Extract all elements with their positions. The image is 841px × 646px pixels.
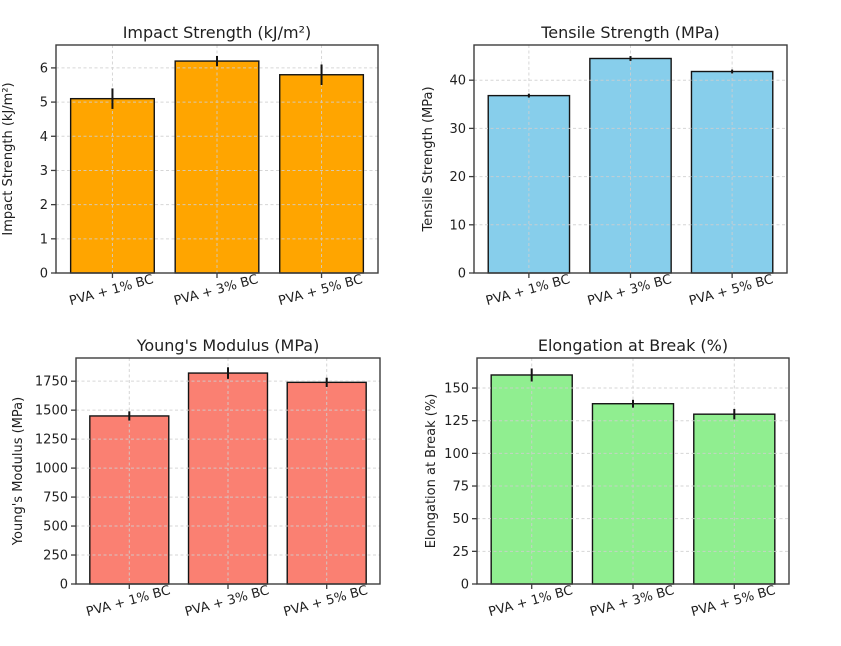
bars-group <box>490 374 776 585</box>
x-tick-label: PVA + 1% BC <box>484 272 571 309</box>
y-tick-label: 750 <box>43 491 68 506</box>
y-tick-label: 4 <box>40 130 48 145</box>
y-tick-label: 500 <box>43 520 68 535</box>
gridlines <box>56 45 378 273</box>
x-tick-label: PVA + 5% BC <box>690 583 777 620</box>
x-axis: PVA + 1% BC PVA + 3% BC PVA + 5% BC <box>68 272 365 309</box>
chart-title: Tensile Strength (MPa) <box>540 23 720 42</box>
x-tick-label: PVA + 5% BC <box>277 272 364 309</box>
y-tick-label: 0 <box>461 578 469 593</box>
y-axis-label: Elongation at Break (%) <box>424 394 439 549</box>
y-tick-label: 1 <box>40 232 48 247</box>
x-axis: PVA + 1% BC PVA + 3% BC PVA + 5% BC <box>484 272 775 309</box>
y-tick-label: 250 <box>43 549 68 564</box>
x-tick-label: PVA + 3% BC <box>183 583 270 620</box>
chart-elongation-at-break: 0 25 50 75 100 125 150 PVA + 1% BC PVA + 3% BC PV… <box>420 323 841 646</box>
y-axis: 0 250 500 750 1000 1250 1500 1750 <box>35 375 76 593</box>
error-bars-group <box>527 56 734 98</box>
y-tick-label: 0 <box>60 578 68 593</box>
chart-title: Elongation at Break (%) <box>538 336 728 355</box>
y-tick-label: 75 <box>452 480 469 495</box>
y-tick-label: 1000 <box>35 462 68 477</box>
chart-impact-strength: 0 1 2 3 4 5 6 PVA + 1% BC PVA + 3% BC PVA + 5% BC… <box>0 0 421 323</box>
gridlines <box>474 45 787 273</box>
x-tick-label: PVA + 5% BC <box>282 583 369 620</box>
y-axis: 0 10 20 30 40 <box>449 74 474 282</box>
y-tick-label: 1750 <box>35 375 68 390</box>
chart-title: Impact Strength (kJ/m²) <box>123 23 312 42</box>
x-tick-label: PVA + 3% BC <box>172 272 259 309</box>
y-tick-label: 1250 <box>35 433 68 448</box>
y-tick-label: 125 <box>444 414 469 429</box>
chart-youngs-modulus: 0 250 500 750 1000 1250 1500 1750 PVA + 1% BC PVA… <box>0 323 421 646</box>
x-tick-label: PVA + 3% BC <box>588 583 675 620</box>
y-axis: 0 1 2 3 4 5 6 <box>40 61 56 282</box>
y-tick-label: 40 <box>449 74 466 89</box>
y-tick-label: 6 <box>40 61 48 76</box>
y-tick-label: 1500 <box>35 404 68 419</box>
impact-strength-svg: 0 1 2 3 4 5 6 PVA + 1% BC PVA + 3% BC PVA + 5% BC… <box>1 23 379 309</box>
y-tick-label: 10 <box>449 218 466 233</box>
y-tick-label: 100 <box>444 447 469 462</box>
y-tick-label: 50 <box>452 512 469 527</box>
y-tick-label: 5 <box>40 96 48 111</box>
y-tick-label: 20 <box>449 170 466 185</box>
error-bars-group <box>128 367 328 421</box>
error-bars-group <box>111 55 323 109</box>
y-axis: 0 25 50 75 100 125 150 <box>444 382 477 593</box>
error-bars-group <box>530 368 736 420</box>
gridlines <box>477 358 789 584</box>
x-tick-label: PVA + 3% BC <box>586 272 673 309</box>
y-axis-label: Impact Strength (kJ/m²) <box>1 82 16 235</box>
x-axis: PVA + 1% BC PVA + 3% BC PVA + 5% BC <box>487 583 777 620</box>
x-tick-label: PVA + 1% BC <box>85 583 172 620</box>
y-axis-label: Young's Modulus (MPa) <box>11 397 26 546</box>
gridlines <box>76 358 380 584</box>
x-tick-label: PVA + 5% BC <box>688 272 775 309</box>
tensile-strength-svg: 0 10 20 30 40 PVA + 1% BC PVA + 3% BC PVA + 5% … <box>421 23 788 309</box>
y-tick-label: 0 <box>458 267 466 282</box>
x-tick-label: PVA + 1% BC <box>68 272 155 309</box>
bar-2 <box>286 381 367 585</box>
x-axis: PVA + 1% BC PVA + 3% BC PVA + 5% BC <box>85 583 370 620</box>
x-tick-label: PVA + 1% BC <box>487 583 574 620</box>
y-tick-label: 30 <box>449 122 466 137</box>
bar-1 <box>591 403 675 585</box>
chart-tensile-strength: 0 10 20 30 40 PVA + 1% BC PVA + 3% BC PVA + 5% … <box>420 0 841 323</box>
y-axis-label: Tensile Strength (MPa) <box>421 86 436 232</box>
y-tick-label: 3 <box>40 164 48 179</box>
y-tick-label: 25 <box>452 545 469 560</box>
y-tick-label: 2 <box>40 198 48 213</box>
bar-0 <box>89 415 170 585</box>
y-tick-label: 0 <box>40 267 48 282</box>
y-tick-label: 150 <box>444 382 469 397</box>
chart-title: Young's Modulus (MPa) <box>136 336 320 355</box>
